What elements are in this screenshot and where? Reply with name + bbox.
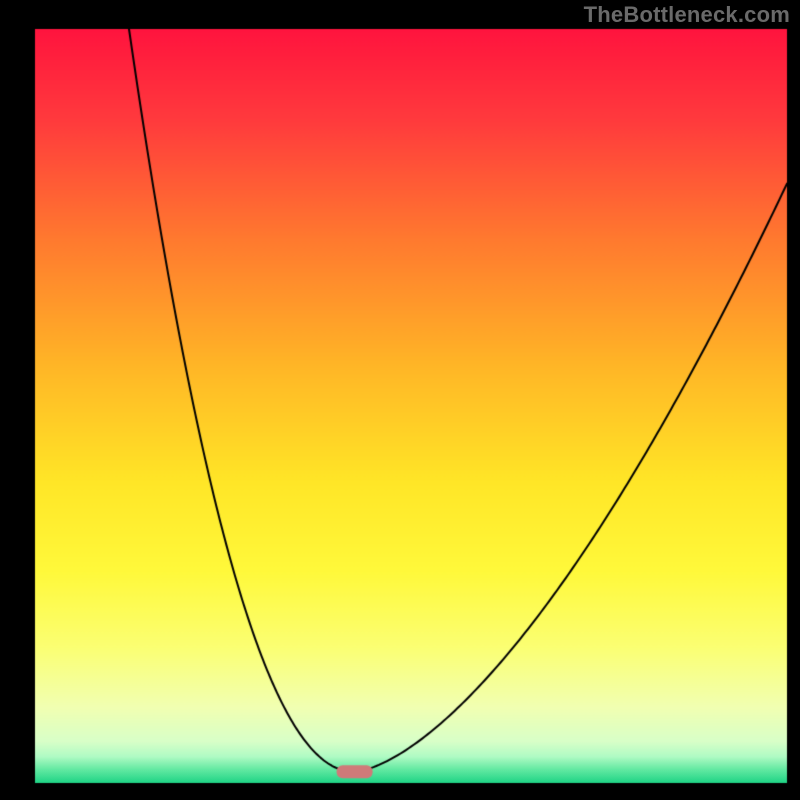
bottleneck-chart <box>0 0 800 800</box>
attribution-text: TheBottleneck.com <box>584 2 790 28</box>
